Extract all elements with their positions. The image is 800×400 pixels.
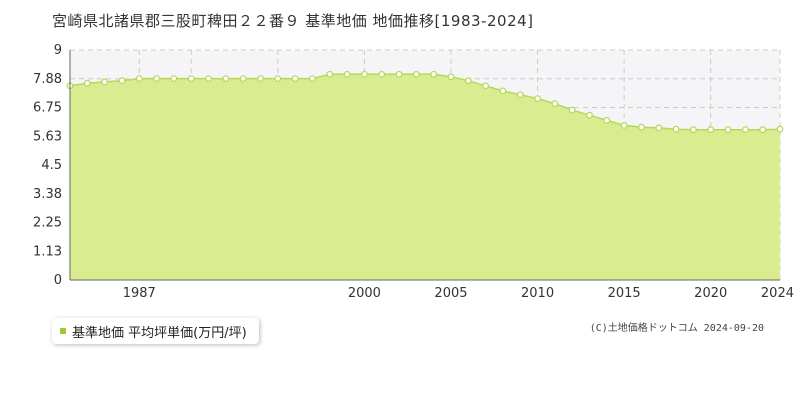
- y-tick-label: 5.63: [33, 129, 62, 144]
- data-point: [412, 70, 420, 78]
- data-point: [482, 82, 490, 90]
- copyright-credit: (C)土地価格ドットコム 2024-09-20: [589, 323, 764, 334]
- data-point: [326, 70, 334, 78]
- data-point: [655, 124, 663, 132]
- data-point: [603, 116, 611, 124]
- data-point: [464, 77, 472, 85]
- data-point: [395, 70, 403, 78]
- data-point: [187, 75, 195, 82]
- data-point: [309, 75, 316, 82]
- data-point: [499, 87, 507, 95]
- legend-swatch: [60, 328, 66, 334]
- data-point: [672, 125, 680, 133]
- data-point: [447, 73, 455, 81]
- data-point: [742, 126, 749, 134]
- y-tick-label: 0: [54, 273, 62, 288]
- data-point: [776, 125, 784, 133]
- x-tick-label: 2010: [521, 286, 554, 301]
- x-tick-label: 2005: [434, 286, 467, 301]
- legend-label: 基準地価 平均坪単価(万円/坪): [72, 325, 247, 341]
- data-point: [430, 70, 438, 78]
- data-point: [153, 75, 161, 82]
- data-point: [274, 75, 282, 82]
- data-point: [135, 75, 143, 82]
- data-point: [707, 126, 715, 134]
- y-tick-label: 7.88: [33, 72, 62, 87]
- data-point: [222, 75, 230, 82]
- data-point: [343, 70, 351, 78]
- x-tick-label: 2000: [348, 286, 381, 301]
- data-point: [690, 126, 697, 134]
- legend: 基準地価 平均坪単価(万円/坪): [52, 318, 259, 344]
- data-point: [118, 77, 126, 85]
- data-point: [516, 91, 524, 99]
- data-point: [568, 106, 576, 114]
- data-point: [378, 70, 386, 78]
- y-tick-label: 6.75: [33, 101, 62, 116]
- data-point: [205, 75, 212, 82]
- data-point: [620, 121, 628, 129]
- x-tick-label: 2015: [608, 286, 641, 301]
- data-point: [724, 126, 732, 134]
- data-point: [759, 126, 767, 134]
- data-point: [101, 78, 108, 86]
- data-point: [291, 75, 299, 82]
- data-point: [170, 75, 178, 82]
- x-tick-label: 2024: [761, 286, 794, 301]
- data-point: [239, 75, 247, 82]
- series-area: [70, 74, 780, 280]
- x-tick-label: 2020: [694, 286, 727, 301]
- chart-title: 宮崎県北諸県郡三股町稗田２２番９ 基準地価 地価推移[1983-2024]: [52, 12, 534, 30]
- y-tick-label: 1.13: [33, 244, 62, 259]
- data-point: [361, 70, 368, 78]
- y-tick-label: 4.5: [41, 158, 62, 173]
- y-tick-label: 9: [54, 43, 62, 58]
- data-point: [638, 123, 645, 131]
- data-point: [534, 95, 541, 102]
- y-tick-label: 3.38: [33, 187, 62, 202]
- data-point: [83, 79, 91, 87]
- data-point: [586, 111, 593, 119]
- x-tick-label: 1987: [123, 286, 156, 301]
- y-tick-label: 2.25: [33, 216, 62, 231]
- data-point: [257, 75, 264, 82]
- data-point: [551, 100, 559, 108]
